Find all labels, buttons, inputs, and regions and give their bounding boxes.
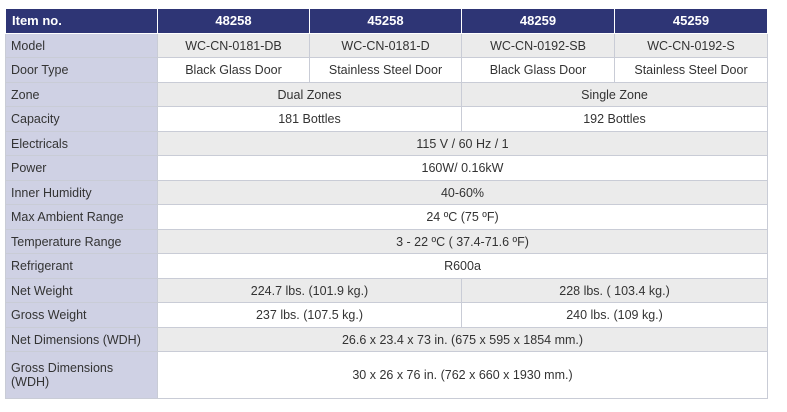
row-label: Net Weight xyxy=(5,278,158,303)
cell-value: R600a xyxy=(157,253,768,279)
row-label: Gross Dimensions (WDH) xyxy=(5,351,158,399)
row-max-ambient-range: Max Ambient Range 24 ºC (75 ºF) xyxy=(5,204,768,230)
row-net-weight: Net Weight 224.7 lbs. (101.9 kg.) 228 lb… xyxy=(5,278,768,303)
spec-table-container: Item no. 48258 45258 48259 45259 Model W… xyxy=(5,8,768,399)
cell-value: 228 lbs. ( 103.4 kg.) xyxy=(461,278,768,303)
row-label: Model xyxy=(5,33,158,58)
row-power: Power 160W/ 0.16kW xyxy=(5,155,768,181)
row-refrigerant: Refrigerant R600a xyxy=(5,253,768,279)
header-item-48258: 48258 xyxy=(157,8,310,34)
row-label: Zone xyxy=(5,82,158,107)
row-label: Max Ambient Range xyxy=(5,204,158,230)
row-gross-weight: Gross Weight 237 lbs. (107.5 kg.) 240 lb… xyxy=(5,302,768,328)
row-label: Door Type xyxy=(5,57,158,83)
header-row: Item no. 48258 45258 48259 45259 xyxy=(5,8,768,34)
cell-value: Dual Zones xyxy=(157,82,462,107)
header-item-45259: 45259 xyxy=(614,8,768,34)
cell-value: 224.7 lbs. (101.9 kg.) xyxy=(157,278,462,303)
row-label: Temperature Range xyxy=(5,229,158,254)
cell-value: 3 - 22 ºC ( 37.4-71.6 ºF) xyxy=(157,229,768,254)
cell-value: WC-CN-0181-D xyxy=(309,33,462,58)
cell-value: 237 lbs. (107.5 kg.) xyxy=(157,302,462,328)
row-label: Net Dimensions (WDH) xyxy=(5,327,158,352)
row-label: Capacity xyxy=(5,106,158,132)
row-zone: Zone Dual Zones Single Zone xyxy=(5,82,768,107)
row-label: Power xyxy=(5,155,158,181)
cell-value: 24 ºC (75 ºF) xyxy=(157,204,768,230)
header-item-no: Item no. xyxy=(5,8,158,34)
cell-value: WC-CN-0192-SB xyxy=(461,33,615,58)
row-gross-dimensions: Gross Dimensions (WDH) 30 x 26 x 76 in. … xyxy=(5,351,768,399)
cell-value: 26.6 x 23.4 x 73 in. (675 x 595 x 1854 m… xyxy=(157,327,768,352)
row-model: Model WC-CN-0181-DB WC-CN-0181-D WC-CN-0… xyxy=(5,33,768,58)
row-label: Inner Humidity xyxy=(5,180,158,205)
cell-value: WC-CN-0192-S xyxy=(614,33,768,58)
cell-value: 40-60% xyxy=(157,180,768,205)
header-item-48259: 48259 xyxy=(461,8,615,34)
cell-value: 192 Bottles xyxy=(461,106,768,132)
cell-value: Single Zone xyxy=(461,82,768,107)
cell-value: 30 x 26 x 76 in. (762 x 660 x 1930 mm.) xyxy=(157,351,768,399)
cell-value: 160W/ 0.16kW xyxy=(157,155,768,181)
cell-value: 240 lbs. (109 kg.) xyxy=(461,302,768,328)
row-label: Electricals xyxy=(5,131,158,156)
cell-value: 181 Bottles xyxy=(157,106,462,132)
cell-value: Stainless Steel Door xyxy=(614,57,768,83)
row-electricals: Electricals 115 V / 60 Hz / 1 xyxy=(5,131,768,156)
row-temperature-range: Temperature Range 3 - 22 ºC ( 37.4-71.6 … xyxy=(5,229,768,254)
cell-value: WC-CN-0181-DB xyxy=(157,33,310,58)
cell-value: Black Glass Door xyxy=(461,57,615,83)
cell-value: 115 V / 60 Hz / 1 xyxy=(157,131,768,156)
cell-value: Stainless Steel Door xyxy=(309,57,462,83)
row-inner-humidity: Inner Humidity 40-60% xyxy=(5,180,768,205)
row-door-type: Door Type Black Glass Door Stainless Ste… xyxy=(5,57,768,83)
header-item-45258: 45258 xyxy=(309,8,462,34)
row-label: Gross Weight xyxy=(5,302,158,328)
cell-value: Black Glass Door xyxy=(157,57,310,83)
row-label: Refrigerant xyxy=(5,253,158,279)
spec-table: Item no. 48258 45258 48259 45259 Model W… xyxy=(5,8,768,399)
row-capacity: Capacity 181 Bottles 192 Bottles xyxy=(5,106,768,132)
row-net-dimensions: Net Dimensions (WDH) 26.6 x 23.4 x 73 in… xyxy=(5,327,768,352)
